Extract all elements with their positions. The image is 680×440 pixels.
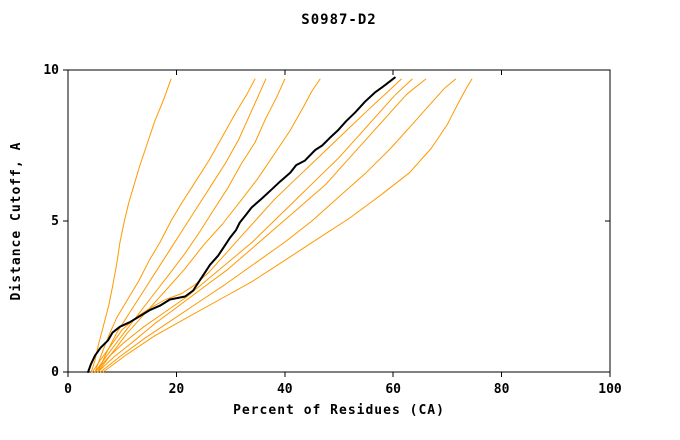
plot-border (67, 69, 611, 373)
data-series-group (87, 76, 473, 373)
y-axis-label: Distance Cutoff, A (9, 142, 24, 301)
curve-orange-8 (97, 78, 427, 373)
curve-orange-9 (100, 78, 456, 373)
axis-tick-labels: 0 20 40 60 80 100 0 5 10 (43, 63, 622, 397)
chart-title: S0987-D2 (301, 12, 376, 28)
x-tick-label: 40 (277, 382, 293, 397)
curve-black-highlight (87, 76, 396, 373)
y-tick-label: 5 (51, 214, 59, 229)
curve-orange-6 (91, 78, 402, 373)
x-tick-label: 0 (64, 382, 72, 397)
curve-orange-1 (90, 78, 172, 373)
curve-orange-4 (94, 78, 286, 373)
y-tick-label: 10 (43, 63, 59, 78)
y-tick-label: 0 (51, 365, 59, 380)
curve-orange-2 (94, 78, 256, 373)
x-tick-label: 20 (169, 382, 185, 397)
x-axis-label: Percent of Residues (CA) (233, 403, 445, 418)
x-tick-label: 100 (598, 382, 622, 397)
curve-orange-10 (102, 78, 473, 373)
curve-orange-5 (97, 78, 321, 373)
x-tick-label: 60 (385, 382, 401, 397)
axis-ticks (63, 69, 611, 377)
x-tick-label: 80 (494, 382, 510, 397)
curve-orange-7 (94, 78, 413, 373)
